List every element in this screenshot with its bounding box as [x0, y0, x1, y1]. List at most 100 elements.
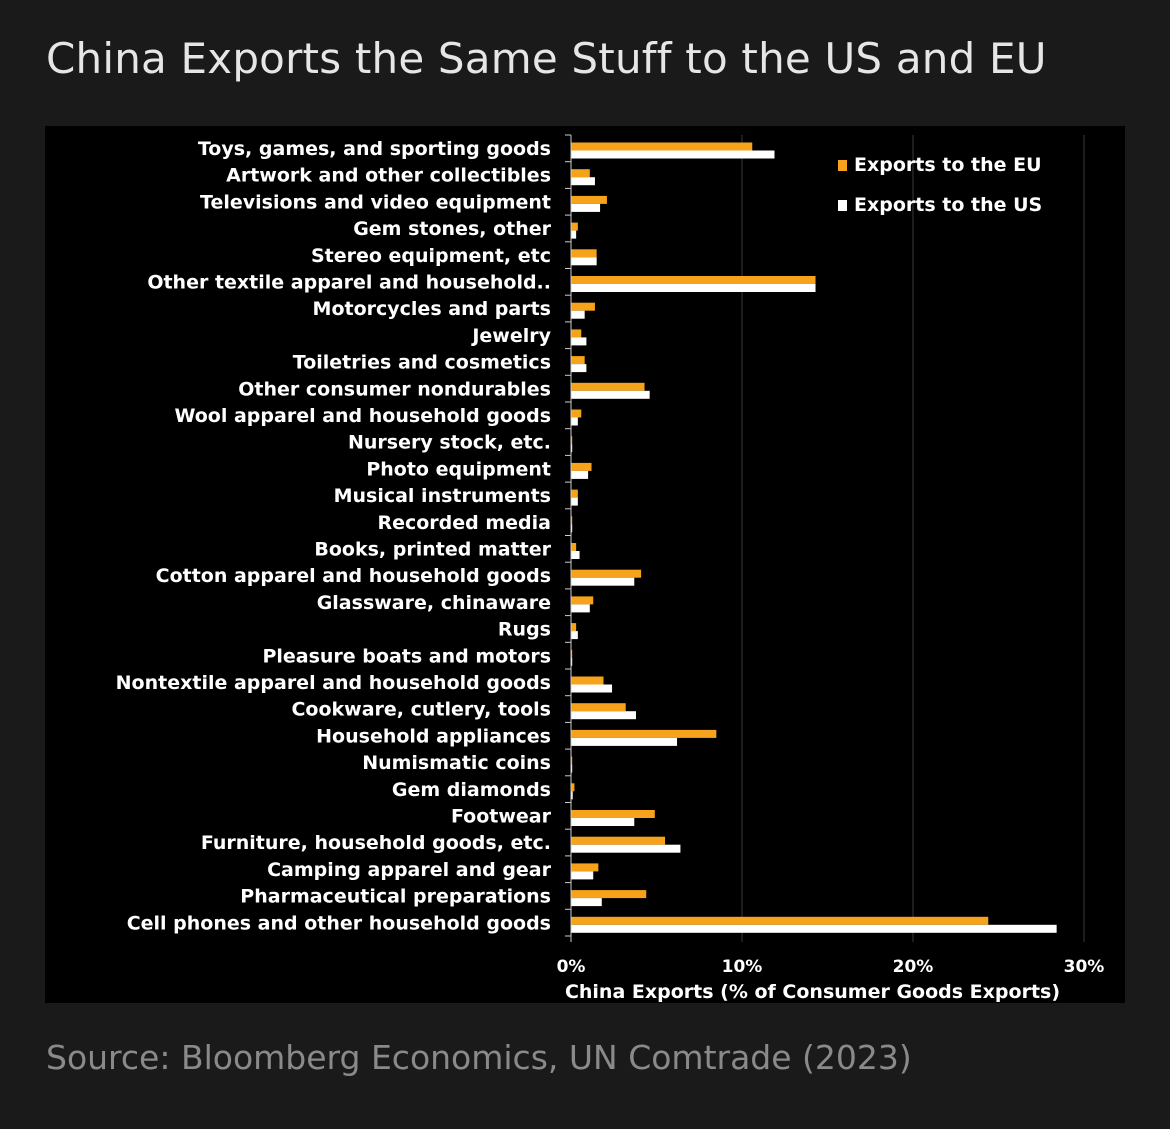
bar-us — [571, 364, 587, 373]
bar-eu — [571, 462, 592, 471]
bar-us — [571, 818, 635, 826]
bar-eu — [571, 756, 573, 765]
bar-eu — [571, 890, 647, 899]
bar-eu — [571, 836, 666, 845]
bar-us — [571, 390, 650, 399]
category-label: Cotton apparel and household goods — [156, 565, 551, 587]
legend-swatch — [838, 200, 847, 211]
legend-label: Exports to the US — [854, 194, 1042, 216]
bar-eu — [571, 543, 577, 551]
bar-eu — [571, 329, 582, 338]
bar-us — [571, 737, 678, 746]
bar-eu — [571, 729, 717, 738]
bar-eu — [571, 623, 577, 632]
bar-eu — [571, 382, 645, 391]
category-label: Other textile apparel and household.. — [147, 272, 551, 294]
legend-swatch — [838, 160, 847, 171]
chart-title: China Exports the Same Stuff to the US a… — [46, 34, 1047, 83]
bar-eu — [571, 783, 575, 792]
category-label: Camping apparel and gear — [267, 859, 552, 881]
bar-eu — [571, 676, 604, 685]
bar-us — [571, 684, 613, 693]
category-label: Footwear — [451, 806, 552, 828]
category-label: Musical instruments — [334, 485, 551, 507]
bar-eu — [571, 195, 607, 204]
bar-eu — [571, 302, 595, 311]
bar-eu — [571, 569, 642, 578]
bar-eu — [571, 142, 753, 151]
bar-us — [571, 791, 573, 800]
category-label: Rugs — [498, 619, 551, 641]
bar-eu — [571, 489, 578, 498]
bar-us — [571, 524, 573, 533]
bar-us — [571, 898, 602, 907]
legend-label: Exports to the EU — [854, 154, 1042, 176]
category-label: Motorcycles and parts — [313, 298, 551, 320]
category-label: Numismatic coins — [362, 752, 551, 774]
x-tick-label: 0% — [557, 957, 586, 977]
bar-us — [571, 657, 573, 666]
bar-eu — [571, 916, 989, 925]
chart-area: Toys, games, and sporting goods Artwork a… — [45, 126, 1125, 1003]
bar-us — [571, 470, 589, 479]
bar-eu — [571, 169, 590, 178]
bar-us — [571, 150, 775, 159]
bar-us — [571, 711, 636, 720]
bar-us — [571, 844, 681, 853]
bar-us — [571, 177, 595, 186]
bar-us — [571, 604, 590, 613]
bar-eu — [571, 596, 594, 605]
bar-us — [571, 284, 816, 292]
bar-eu — [571, 516, 573, 525]
x-tick-label: 20% — [893, 957, 934, 977]
bar-eu — [571, 222, 578, 231]
bar-eu — [571, 249, 597, 258]
bar-us — [571, 257, 597, 266]
category-label: Cell phones and other household goods — [127, 912, 551, 934]
category-label: Books, printed matter — [314, 539, 551, 561]
bar-us — [571, 417, 578, 426]
category-label: Nursery stock, etc. — [348, 432, 551, 454]
bar-us — [571, 924, 1057, 933]
category-label: Pharmaceutical preparations — [240, 886, 551, 908]
x-axis-title: China Exports (% of Consumer Goods Expor… — [565, 981, 1060, 1003]
category-label: Photo equipment — [366, 458, 551, 480]
category-label: Gem diamonds — [392, 779, 551, 801]
category-label: Stereo equipment, etc — [311, 245, 551, 267]
category-label: Household appliances — [316, 725, 551, 747]
category-label: Jewelry — [470, 325, 551, 347]
category-label: Recorded media — [377, 512, 551, 534]
bar-us — [571, 230, 577, 239]
bar-us — [571, 631, 578, 640]
source-note: Source: Bloomberg Economics, UN Comtrade… — [46, 1038, 912, 1077]
category-label: Nontextile apparel and household goods — [116, 672, 551, 694]
bar-eu — [571, 649, 573, 658]
category-label: Artwork and other collectibles — [226, 165, 551, 187]
bar-us — [571, 497, 578, 506]
bar-us — [571, 551, 580, 559]
category-label: Toiletries and cosmetics — [293, 352, 551, 374]
bar-us — [571, 577, 635, 586]
category-label: Glassware, chinaware — [317, 592, 551, 614]
bar-eu — [571, 703, 626, 712]
bar-eu — [571, 276, 816, 284]
category-label: Wool apparel and household goods — [174, 405, 551, 427]
bar-us — [571, 310, 585, 319]
category-label: Gem stones, other — [353, 218, 551, 240]
bar-chart: Toys, games, and sporting goods Artwork a… — [116, 134, 1104, 1003]
bar-eu — [571, 436, 573, 445]
bar-us — [571, 871, 594, 880]
category-label: Other consumer nondurables — [238, 378, 551, 400]
category-label: Cookware, cutlery, tools — [291, 699, 551, 721]
bar-eu — [571, 810, 655, 818]
bar-us — [571, 444, 573, 453]
category-label: Pleasure boats and motors — [262, 645, 551, 667]
category-label: Televisions and video equipment — [200, 191, 551, 213]
bar-us — [571, 203, 601, 212]
category-label: Furniture, household goods, etc. — [201, 832, 551, 854]
x-tick-label: 10% — [722, 957, 763, 977]
bar-us — [571, 337, 587, 346]
bar-eu — [571, 409, 582, 418]
category-label: Toys, games, and sporting goods — [198, 138, 551, 160]
bar-us — [571, 764, 573, 773]
